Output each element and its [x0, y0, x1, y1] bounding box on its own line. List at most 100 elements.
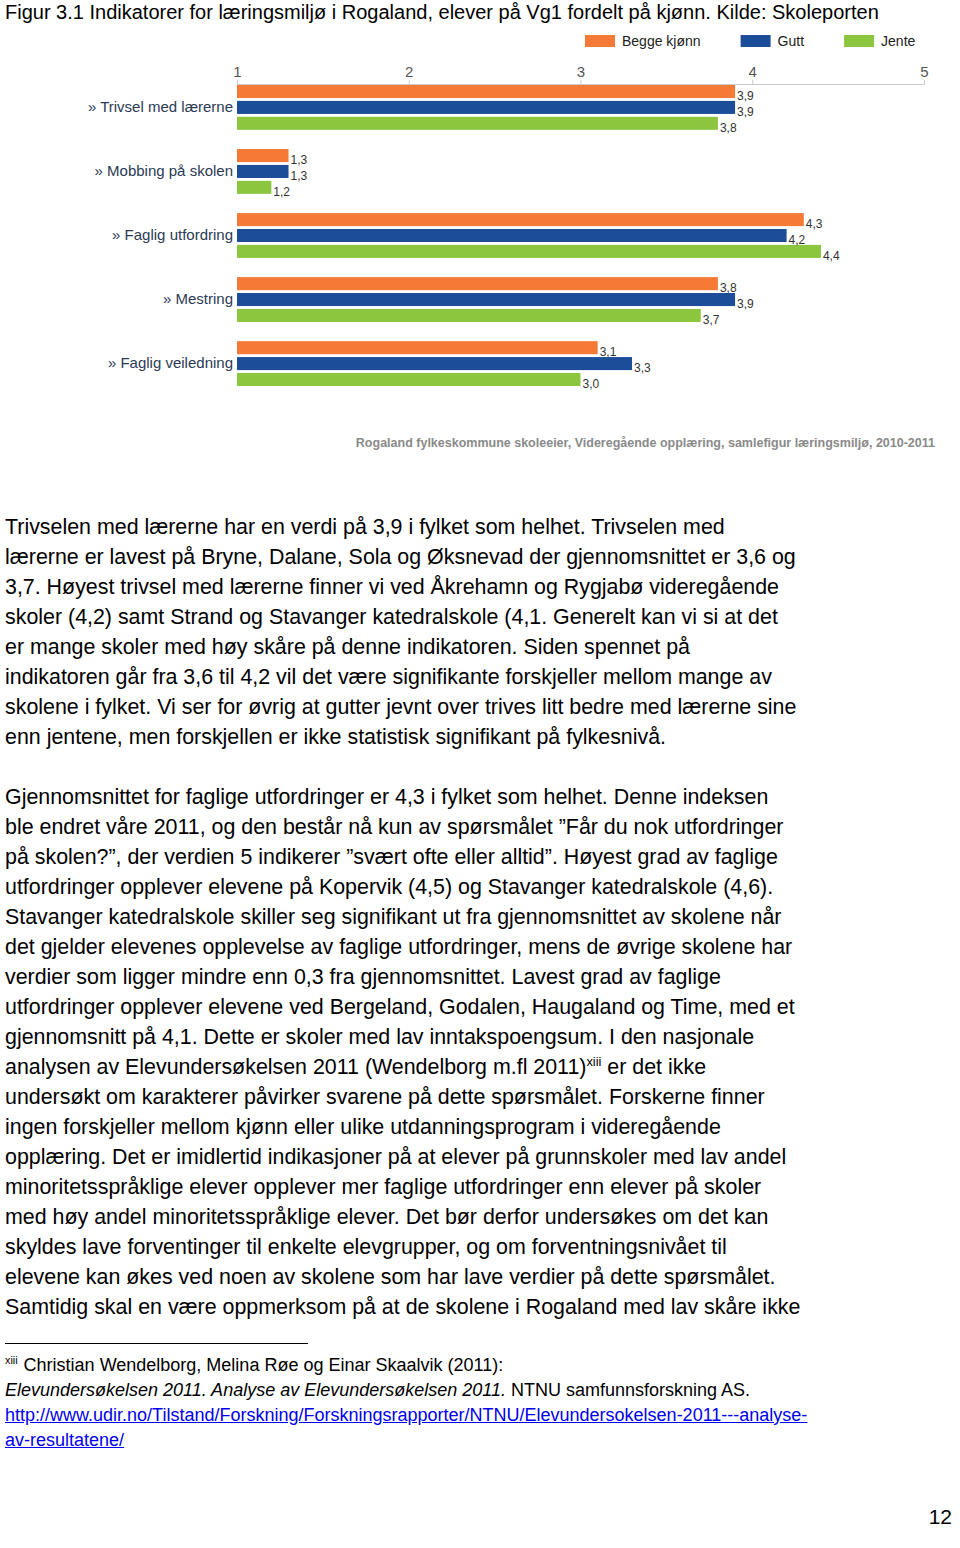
data-label: 4,4	[823, 249, 840, 263]
data-labels: 3,9 1,3 4,3 3,8 3,1 3,9 1,3 4,2 3,9 3,3 3,8 1,2 4,4 3…	[273, 89, 840, 391]
tick: 5	[920, 63, 928, 84]
tick-label: 3	[577, 63, 585, 80]
bar	[237, 149, 289, 162]
footnote-link[interactable]: http://www.udir.no/Tilstand/Forskning/Fo…	[5, 1405, 807, 1425]
annotation: Rogaland fylkeskommune skoleeier, Videre…	[356, 436, 935, 450]
tick: 4	[749, 63, 757, 84]
tick-label: 4	[749, 63, 757, 80]
footnote-title: Elevundersøkelsen 2011. Analyse av Elevu…	[5, 1380, 506, 1400]
data-label: 3,1	[600, 345, 617, 359]
text-line: opplæring. Det er imidlertid indikasjone…	[5, 1142, 786, 1172]
bar	[237, 293, 735, 306]
tick-mark	[752, 80, 753, 84]
text-line: ble endret våre 2011, og den består nå k…	[5, 812, 783, 842]
text-line: enn jentene, men forskjellen er ikke sta…	[5, 722, 666, 752]
legend-label: Jente	[881, 33, 915, 49]
bar	[237, 373, 581, 386]
tick: » Trivsel med lærerne	[88, 98, 233, 115]
caption: Figur 3.1 Indikatorer for læringsmiljø i…	[5, 0, 879, 24]
category-label: » Mestring	[163, 290, 233, 307]
text-line: undersøkt om karakterer påvirker svarene…	[5, 1082, 765, 1112]
text-line: utfordringer opplever elevene på Kopervi…	[5, 872, 773, 902]
page: Figur 3.1 Indikatorer for læringsmiljø i…	[0, 0, 960, 1548]
bar	[237, 229, 787, 242]
legend: Begge kjønn Gutt Jente	[585, 33, 916, 49]
bar	[237, 117, 718, 130]
text-line: er mange skoler med høy skåre på denne i…	[5, 632, 690, 662]
tick: » Mobbing på skolen	[95, 162, 233, 179]
footnote-line: Elevundersøkelsen 2011. Analyse av Elevu…	[5, 1378, 750, 1403]
text-line: på skolen?”, der verdien 5 indikerer ”sv…	[5, 842, 778, 872]
data-label: 4,3	[806, 217, 823, 231]
legend-label: Begge kjønn	[622, 33, 701, 49]
text-line: lærerne er lavest på Bryne, Dalane, Sola…	[5, 542, 796, 572]
legend-item: Begge kjønn	[585, 33, 701, 49]
bar	[237, 165, 289, 178]
data-label: 4,2	[789, 233, 806, 247]
tick: 1	[233, 63, 241, 84]
category-label: » Trivsel med lærerne	[88, 98, 233, 115]
text-line: skolene i fylket. Vi ser for øvrig at gu…	[5, 692, 796, 722]
text-line: minoritetsspråklige elever opplever mer …	[5, 1172, 761, 1202]
tick-label: 2	[405, 63, 413, 80]
tick: 3	[577, 63, 585, 84]
text-line: elevene kan økes ved noen av skolene som…	[5, 1262, 775, 1292]
footnote-publisher: NTNU samfunnsforskning AS.	[511, 1380, 750, 1400]
footnote-link[interactable]: av-resultatene/	[5, 1430, 124, 1450]
bar	[237, 357, 632, 370]
data-label: 3,8	[720, 121, 737, 135]
tick-mark	[409, 80, 410, 84]
bar	[237, 309, 701, 322]
data-label: 3,8	[720, 281, 737, 295]
text-line: med høy andel minoritetsspråklige elever…	[5, 1202, 768, 1232]
text-line: verdier som ligger mindre enn 0,3 fra gj…	[5, 962, 721, 992]
text-line: analysen av Elevundersøkelsen 2011 (Wend…	[5, 1052, 706, 1082]
category-label: » Faglig utfordring	[112, 226, 233, 243]
tick: » Mestring	[163, 290, 233, 307]
axis-line	[238, 80, 925, 85]
bar	[237, 181, 271, 194]
tick-label: 1	[233, 63, 241, 80]
text-line: det gjelder elevenes opplevelse av fagli…	[5, 932, 792, 962]
tick: » Faglig veiledning	[108, 354, 233, 371]
category-label: » Faglig veiledning	[108, 354, 233, 371]
text-line: Gjennomsnittet for faglige utfordringer …	[5, 782, 768, 812]
bar	[237, 85, 735, 98]
category-label: » Mobbing på skolen	[95, 162, 233, 179]
text-line: skyldes lave forventinger til enkelte el…	[5, 1232, 727, 1262]
data-label: 3,3	[634, 361, 651, 375]
footnote-line: http://www.udir.no/Tilstand/Forskning/Fo…	[5, 1403, 807, 1428]
footnote-author: Christian Wendelborg, Melina Røe og Eina…	[24, 1355, 504, 1375]
text: analysen av Elevundersøkelsen 2011 (Wend…	[5, 1055, 586, 1079]
legend-item: Jente	[844, 33, 915, 49]
data-label: 3,9	[737, 297, 754, 311]
bar	[237, 101, 735, 114]
tick: » Faglig utfordring	[112, 226, 233, 243]
tick-label: 5	[920, 63, 928, 80]
data-label: 3,7	[703, 313, 720, 327]
footnote-marker: xiii	[5, 1354, 18, 1366]
text-line: Stavanger katedralskole skiller seg sign…	[5, 902, 781, 932]
legend-item: Gutt	[741, 33, 805, 49]
text-line: utfordringer opplever elevene ved Bergel…	[5, 992, 795, 1022]
text-line: Samtidig skal en være oppmerksom på at d…	[5, 1292, 800, 1322]
tick-mark	[581, 80, 582, 84]
footnote-ref: xiii	[586, 1054, 601, 1069]
data-label: 1,2	[273, 185, 290, 199]
data-label: 3,9	[737, 89, 754, 103]
footnote-separator	[5, 1343, 308, 1344]
text-line: indikatoren går fra 3,6 til 4,2 vil det …	[5, 662, 772, 692]
data-label: 3,9	[737, 105, 754, 119]
bars	[237, 85, 821, 386]
text-line: gjennomsnitt på 4,1. Dette er skoler med…	[5, 1022, 754, 1052]
text-line: Trivselen med lærerne har en verdi på 3,…	[5, 512, 725, 542]
data-label: 1,3	[291, 169, 308, 183]
text: er det ikke	[601, 1055, 706, 1079]
bar	[237, 341, 598, 354]
legend-swatch	[741, 35, 771, 47]
tick-mark	[237, 80, 238, 84]
text-line: ingen forskjeller mellom kjønn eller uli…	[5, 1112, 721, 1142]
data-label: 1,3	[291, 153, 308, 167]
bar	[237, 213, 804, 226]
legend-swatch	[844, 35, 874, 47]
